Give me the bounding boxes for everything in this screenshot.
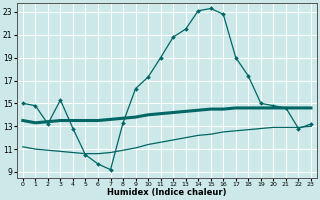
X-axis label: Humidex (Indice chaleur): Humidex (Indice chaleur) (107, 188, 227, 197)
